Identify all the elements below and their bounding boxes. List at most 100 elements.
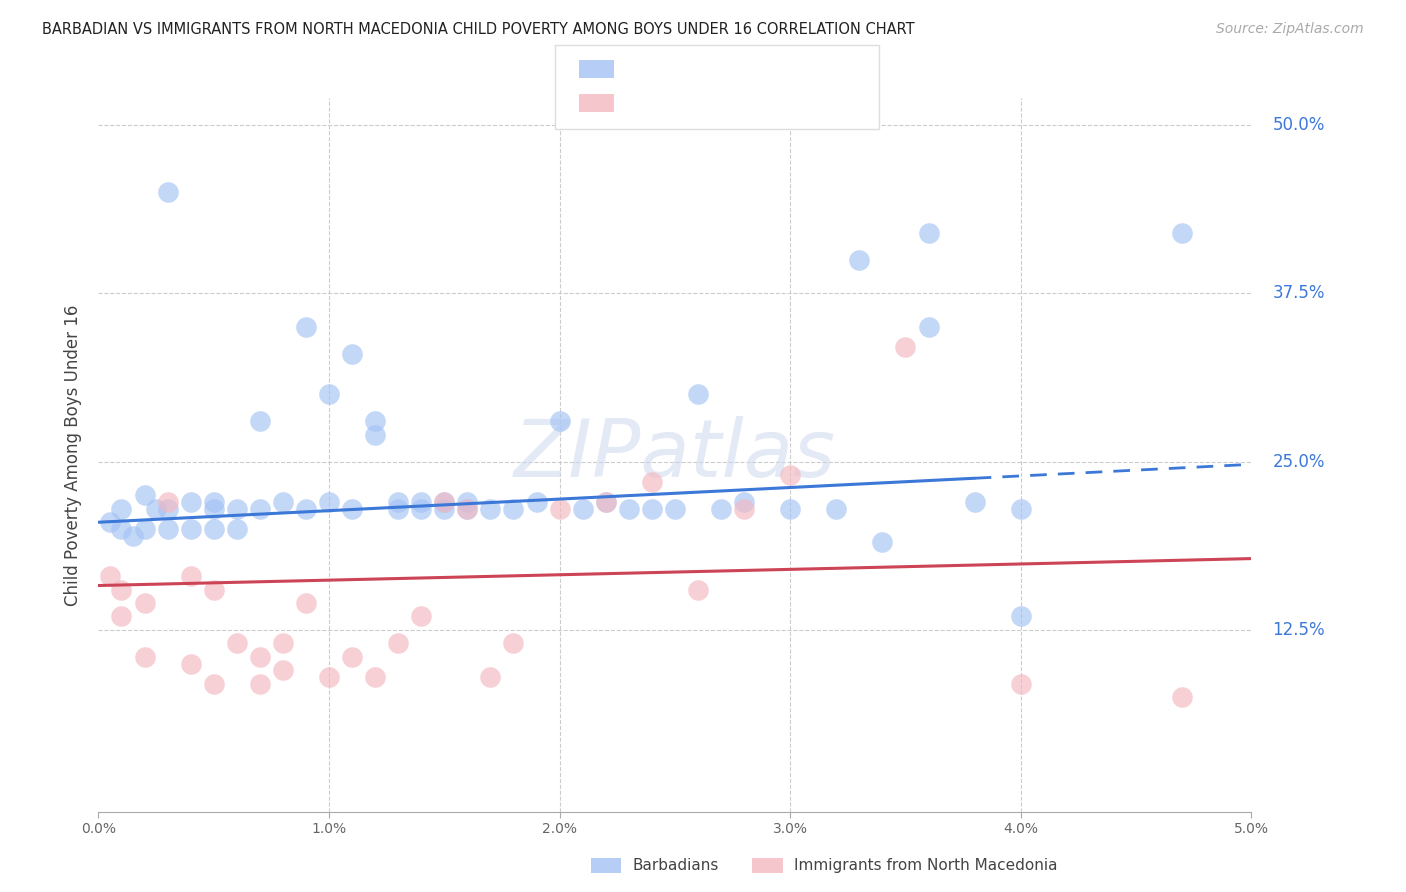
Text: R =: R =: [626, 62, 661, 76]
Text: 50.0%: 50.0%: [1272, 116, 1324, 134]
Point: [710, 501, 733, 516]
Point: [1010, 501, 1032, 516]
Point: [295, 596, 318, 610]
Point: [271, 495, 294, 509]
Text: 34: 34: [766, 95, 789, 110]
Point: [145, 501, 167, 516]
Point: [686, 582, 709, 597]
Point: [433, 495, 456, 509]
Point: [295, 320, 318, 334]
Point: [411, 495, 433, 509]
Point: [917, 320, 939, 334]
Y-axis label: Child Poverty Among Boys Under 16: Child Poverty Among Boys Under 16: [65, 304, 83, 606]
Point: [225, 522, 247, 536]
Point: [364, 670, 387, 684]
Point: [249, 414, 271, 428]
Text: Source: ZipAtlas.com: Source: ZipAtlas.com: [1216, 22, 1364, 37]
Text: 0.112: 0.112: [665, 95, 716, 110]
Point: [202, 677, 225, 691]
Point: [202, 495, 225, 509]
Text: BARBADIAN VS IMMIGRANTS FROM NORTH MACEDONIA CHILD POVERTY AMONG BOYS UNDER 16 C: BARBADIAN VS IMMIGRANTS FROM NORTH MACED…: [42, 22, 915, 37]
Point: [110, 609, 132, 624]
Point: [779, 501, 801, 516]
Point: [433, 501, 456, 516]
Point: [387, 501, 409, 516]
Text: 25.0%: 25.0%: [1272, 452, 1324, 471]
Point: [340, 347, 363, 361]
Point: [134, 522, 156, 536]
Text: 37.5%: 37.5%: [1272, 285, 1324, 302]
Point: [479, 501, 502, 516]
Point: [1171, 226, 1194, 240]
Text: 58: 58: [766, 62, 789, 76]
Point: [156, 501, 179, 516]
Point: [156, 522, 179, 536]
Point: [526, 495, 548, 509]
Point: [156, 495, 179, 509]
Point: [894, 340, 917, 354]
Point: [595, 495, 617, 509]
Point: [456, 501, 478, 516]
Text: N =: N =: [731, 62, 768, 76]
Point: [1010, 609, 1032, 624]
Point: [249, 677, 271, 691]
Point: [295, 501, 318, 516]
Point: [664, 501, 686, 516]
Point: [271, 664, 294, 678]
Point: [122, 529, 145, 543]
Point: [318, 670, 340, 684]
Point: [340, 501, 363, 516]
Point: [110, 522, 132, 536]
Text: 12.5%: 12.5%: [1272, 621, 1324, 639]
Point: [733, 495, 755, 509]
Point: [387, 495, 409, 509]
Point: [1171, 690, 1194, 705]
Point: [110, 582, 132, 597]
Point: [134, 488, 156, 502]
Point: [340, 649, 363, 664]
Point: [202, 582, 225, 597]
Point: [411, 501, 433, 516]
Point: [134, 649, 156, 664]
Point: [872, 535, 894, 549]
Point: [364, 414, 387, 428]
Point: [180, 522, 202, 536]
Point: [502, 501, 524, 516]
Point: [110, 501, 132, 516]
Point: [1010, 677, 1032, 691]
Point: [180, 569, 202, 583]
Point: [249, 501, 271, 516]
Point: [134, 596, 156, 610]
Point: [641, 501, 664, 516]
Point: [825, 501, 848, 516]
Point: [318, 387, 340, 401]
Text: N =: N =: [731, 95, 768, 110]
Point: [617, 501, 640, 516]
Point: [364, 427, 387, 442]
Point: [641, 475, 664, 489]
Point: [595, 495, 617, 509]
Point: [963, 495, 986, 509]
Text: Barbadians: Barbadians: [633, 858, 718, 872]
Point: [271, 636, 294, 650]
Text: Immigrants from North Macedonia: Immigrants from North Macedonia: [794, 858, 1057, 872]
Point: [479, 670, 502, 684]
Point: [571, 501, 593, 516]
Point: [249, 649, 271, 664]
Point: [548, 414, 571, 428]
Point: [456, 501, 478, 516]
Point: [225, 636, 247, 650]
Point: [318, 495, 340, 509]
Point: [387, 636, 409, 650]
Point: [98, 515, 121, 529]
Text: R =: R =: [626, 95, 661, 110]
Point: [180, 657, 202, 671]
Point: [433, 495, 456, 509]
Point: [98, 569, 121, 583]
Point: [225, 501, 247, 516]
Point: [180, 495, 202, 509]
Point: [779, 468, 801, 483]
Point: [917, 226, 939, 240]
Text: 0.125: 0.125: [665, 62, 716, 76]
Point: [733, 501, 755, 516]
